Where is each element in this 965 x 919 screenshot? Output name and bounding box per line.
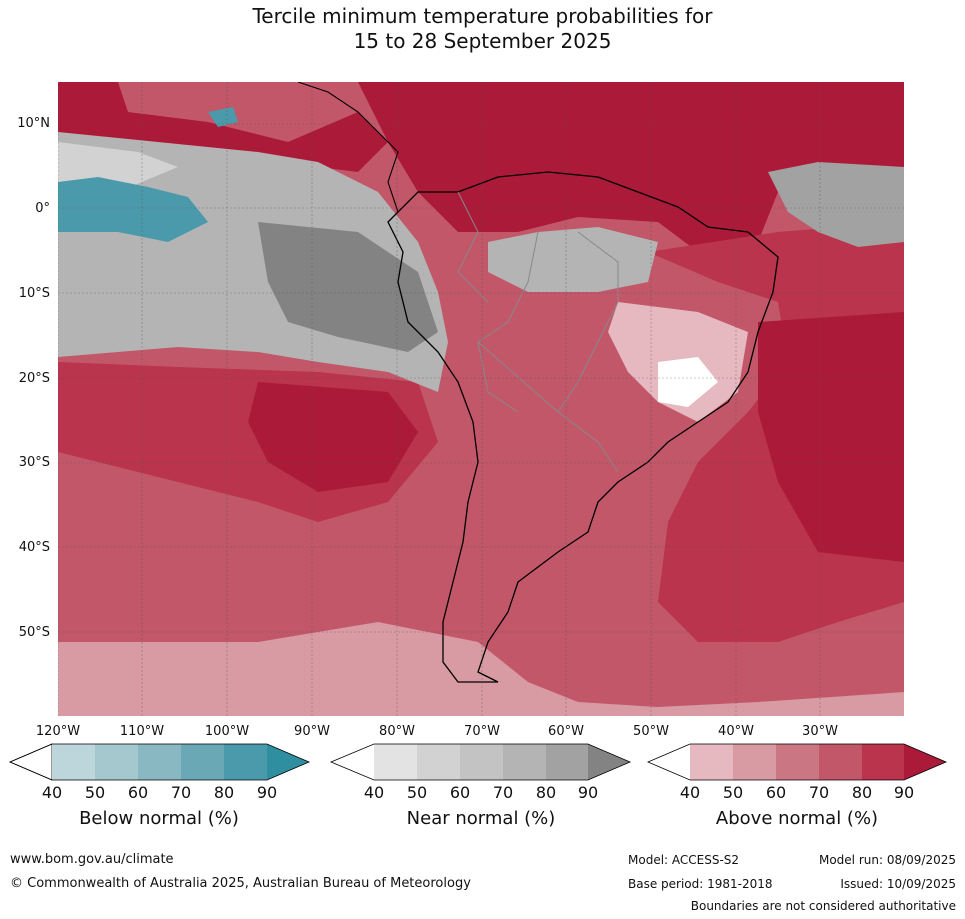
below-normal-patch-10n xyxy=(208,107,238,127)
lat-label-20s: 20°S xyxy=(18,371,50,386)
near-normal-patch-brazil xyxy=(658,357,718,407)
south-america-outline xyxy=(387,171,779,683)
cb-above-0 xyxy=(648,744,690,780)
lon-label-120w: 120°W xyxy=(35,724,81,739)
footer-model-run: Model run: 08/09/2025 xyxy=(818,853,956,867)
cb-near-tick-40: 40 xyxy=(363,783,385,802)
cb-above-tick-80: 80 xyxy=(851,783,873,802)
cb-below-tick-50: 50 xyxy=(84,783,106,802)
cb-near-tick-50: 50 xyxy=(406,783,428,802)
map-gridlines xyxy=(58,82,904,716)
lat-label-10n: 10°N xyxy=(17,116,50,131)
cb-near-6 xyxy=(588,744,630,780)
cb-below-5 xyxy=(224,744,267,780)
lon-label-50w: 50°W xyxy=(633,724,669,739)
cb-near-tick-80: 80 xyxy=(535,783,557,802)
lon-label-30w: 30°W xyxy=(802,724,838,739)
near-normal-amazon xyxy=(488,227,658,292)
colorbar-near-normal xyxy=(329,743,632,781)
cb-above-tick-60: 60 xyxy=(765,783,787,802)
cb-below-3 xyxy=(138,744,181,780)
colorbar-above-normal xyxy=(646,743,948,781)
above-normal-90-north xyxy=(358,82,904,252)
cb-above-tick-40: 40 xyxy=(679,783,701,802)
colorbar-title-above: Above normal (%) xyxy=(715,808,879,829)
cb-above-tick-90: 90 xyxy=(893,783,915,802)
cb-above-2 xyxy=(733,744,776,780)
cb-above-6 xyxy=(904,744,946,780)
lon-label-70w: 70°W xyxy=(464,724,500,739)
cb-above-5 xyxy=(862,744,904,780)
near-normal-atlantic-north xyxy=(768,162,904,247)
lat-label-40s: 40°S xyxy=(18,540,50,555)
cb-below-tick-70: 70 xyxy=(170,783,192,802)
cb-above-3 xyxy=(776,744,819,780)
lon-label-40w: 40°W xyxy=(718,724,754,739)
colorbar-below-normal xyxy=(8,743,311,781)
footer-base-period: Base period: 1981-2018 xyxy=(628,877,773,891)
cb-near-4 xyxy=(503,744,546,780)
cb-near-tick-90: 90 xyxy=(577,783,599,802)
cb-near-1 xyxy=(374,744,417,780)
lon-label-80w: 80°W xyxy=(379,724,415,739)
cb-below-tick-90: 90 xyxy=(256,783,278,802)
title-line-1: Tercile minimum temperature probabilitie… xyxy=(252,4,713,28)
footer-model: Model: ACCESS-S2 xyxy=(628,853,740,867)
footer-issued: Issued: 10/09/2025 xyxy=(840,877,956,891)
colorbar-title-below: Below normal (%) xyxy=(79,808,239,829)
lat-label-50s: 50°S xyxy=(18,625,50,640)
above-normal-60-south xyxy=(58,622,904,716)
cb-near-5 xyxy=(546,744,588,780)
footer-disclaimer: Boundaries are not considered authoritat… xyxy=(690,899,956,913)
cb-above-tick-50: 50 xyxy=(722,783,744,802)
below-normal-equatorial xyxy=(58,177,208,242)
central-america-outline xyxy=(297,82,399,213)
cb-above-4 xyxy=(819,744,862,780)
colorbar-title-near: Near normal (%) xyxy=(406,808,556,829)
cb-near-tick-70: 70 xyxy=(492,783,514,802)
cb-near-2 xyxy=(417,744,460,780)
probability-map xyxy=(58,82,904,716)
lat-label-0: 0° xyxy=(35,201,50,216)
near-normal-pacific-dark xyxy=(258,222,438,352)
lat-label-30s: 30°S xyxy=(18,455,50,470)
lon-label-110w: 110°W xyxy=(119,724,165,739)
cb-near-0 xyxy=(331,744,374,780)
cb-below-tick-80: 80 xyxy=(213,783,235,802)
country-borders xyxy=(457,191,619,473)
cb-below-2 xyxy=(95,744,138,780)
above-normal-90-south-pacific xyxy=(248,382,418,492)
colorbars xyxy=(8,743,948,781)
footer-url[interactable]: www.bom.gov.au/climate xyxy=(10,852,174,867)
lon-label-100w: 100°W xyxy=(204,724,250,739)
chart-title: Tercile minimum temperature probabilitie… xyxy=(0,4,965,54)
cb-above-1 xyxy=(690,744,733,780)
lon-label-90w: 90°W xyxy=(294,724,330,739)
footer-copyright: © Commonwealth of Australia 2025, Austra… xyxy=(10,876,471,891)
lon-label-60w: 60°W xyxy=(548,724,584,739)
cb-near-3 xyxy=(460,744,503,780)
cb-below-tick-40: 40 xyxy=(41,783,63,802)
title-line-2: 15 to 28 September 2025 xyxy=(353,29,612,53)
cb-above-tick-70: 70 xyxy=(808,783,830,802)
cb-below-6 xyxy=(267,744,309,780)
cb-near-tick-60: 60 xyxy=(449,783,471,802)
lat-label-10s: 10°S xyxy=(18,286,50,301)
cb-below-1 xyxy=(52,744,95,780)
above-normal-90-north-pacific xyxy=(58,82,388,172)
above-normal-90-east xyxy=(758,312,904,562)
cb-below-0 xyxy=(8,743,53,781)
cb-below-4 xyxy=(181,744,224,780)
cb-below-tick-60: 60 xyxy=(127,783,149,802)
